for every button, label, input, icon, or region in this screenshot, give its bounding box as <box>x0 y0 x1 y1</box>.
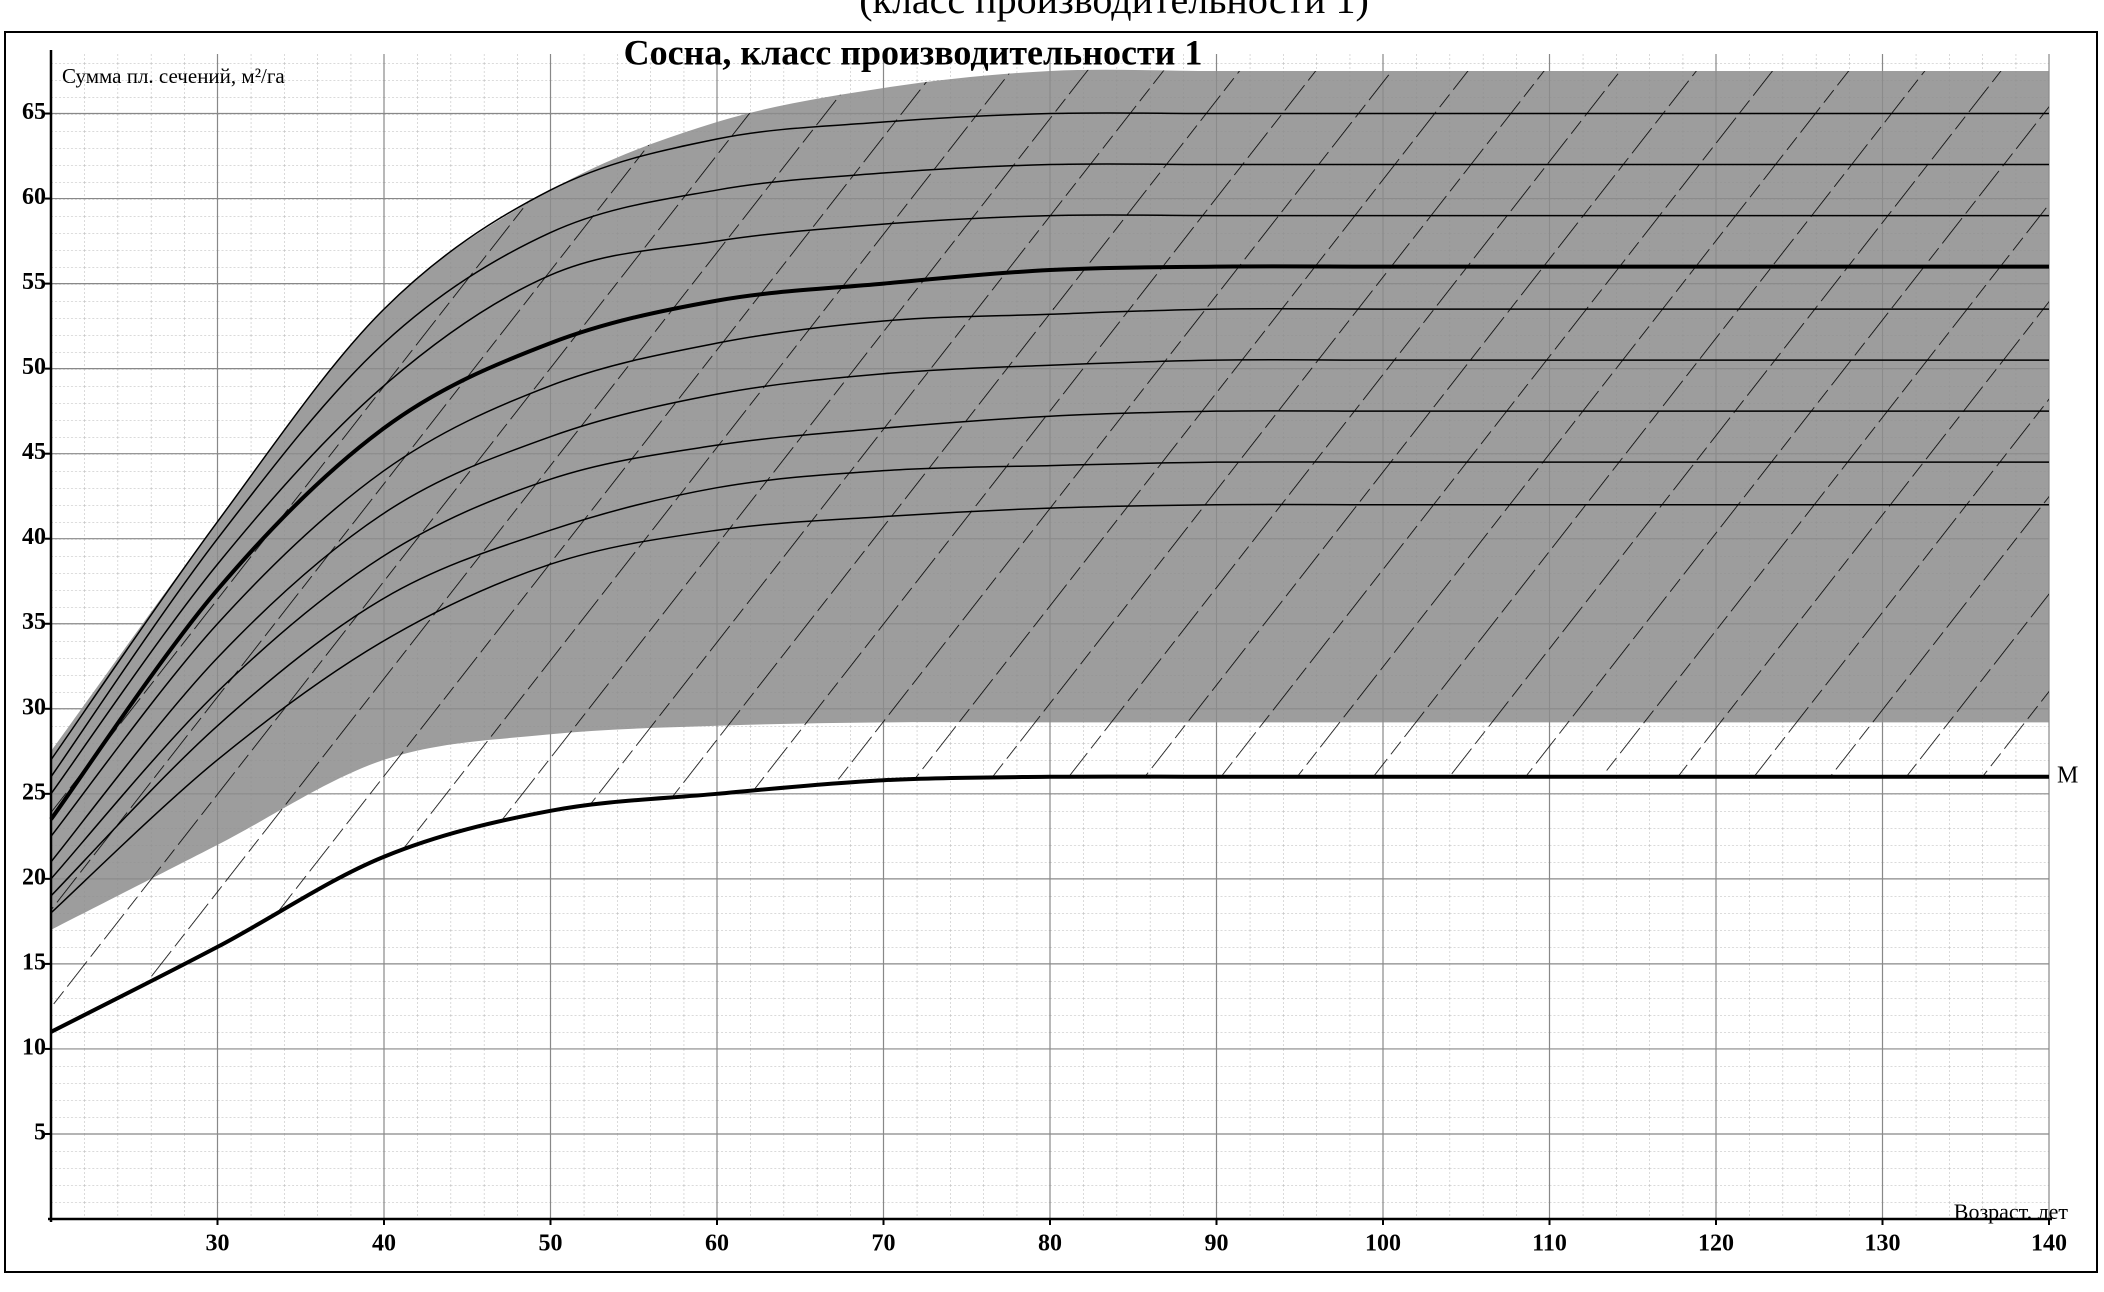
line <box>50 461 2049 897</box>
y-tick-label: 30 <box>22 694 46 720</box>
x-tick-label: 80 <box>1038 1231 1062 1257</box>
x-tick-label: 120 <box>1698 1231 1734 1257</box>
series-label: M <box>2057 762 2078 788</box>
caption: (класс производительности 1) <box>859 0 1369 22</box>
x-tick-label: 30 <box>206 1231 230 1257</box>
x-tick-label: 90 <box>1205 1231 1229 1257</box>
line <box>49 264 2049 821</box>
y-tick-label: 60 <box>22 184 46 210</box>
x-tick-label: 140 <box>2031 1231 2067 1257</box>
line <box>50 503 2049 914</box>
x-tick-label: 130 <box>1865 1231 1901 1257</box>
line <box>50 410 2049 880</box>
y-tick-label: 40 <box>22 524 46 550</box>
y-tick-label: 10 <box>22 1034 46 1060</box>
x-tick-label: 50 <box>539 1231 563 1257</box>
line <box>50 307 2049 837</box>
y-tick-label: 20 <box>22 864 46 890</box>
x-tick-label: 100 <box>1365 1231 1401 1257</box>
frame <box>4 31 2098 1273</box>
y-tick-label: 35 <box>22 609 46 635</box>
line <box>50 359 2049 863</box>
x-tick-label: 110 <box>1532 1231 1567 1257</box>
x-tick-label: 70 <box>872 1231 896 1257</box>
y-tick-label: 50 <box>22 354 46 380</box>
line <box>50 774 2049 1034</box>
chart-title: Сосна, класс производительности 1 <box>624 32 1203 72</box>
line <box>50 163 2049 778</box>
y-tick-label: 15 <box>22 949 46 975</box>
y-tick-label: 55 <box>22 269 46 295</box>
y-tick-label: 5 <box>34 1119 46 1145</box>
x-tick-label: 40 <box>372 1231 396 1257</box>
y-tick-label: 45 <box>22 439 46 465</box>
y-tick-label: 25 <box>22 779 46 805</box>
line <box>50 214 2049 795</box>
line <box>50 112 2049 761</box>
y-tick-label: 65 <box>22 99 46 125</box>
y-axis-label: Сумма пл. сечений, м²/га <box>62 64 285 88</box>
x-axis-label: Возраст. лет <box>1954 1199 2069 1224</box>
x-tick-label: 60 <box>705 1231 729 1257</box>
